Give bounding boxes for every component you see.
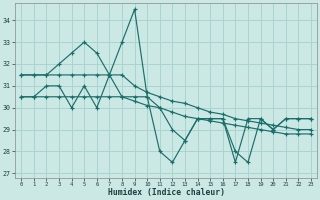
X-axis label: Humidex (Indice chaleur): Humidex (Indice chaleur) [108, 188, 225, 197]
